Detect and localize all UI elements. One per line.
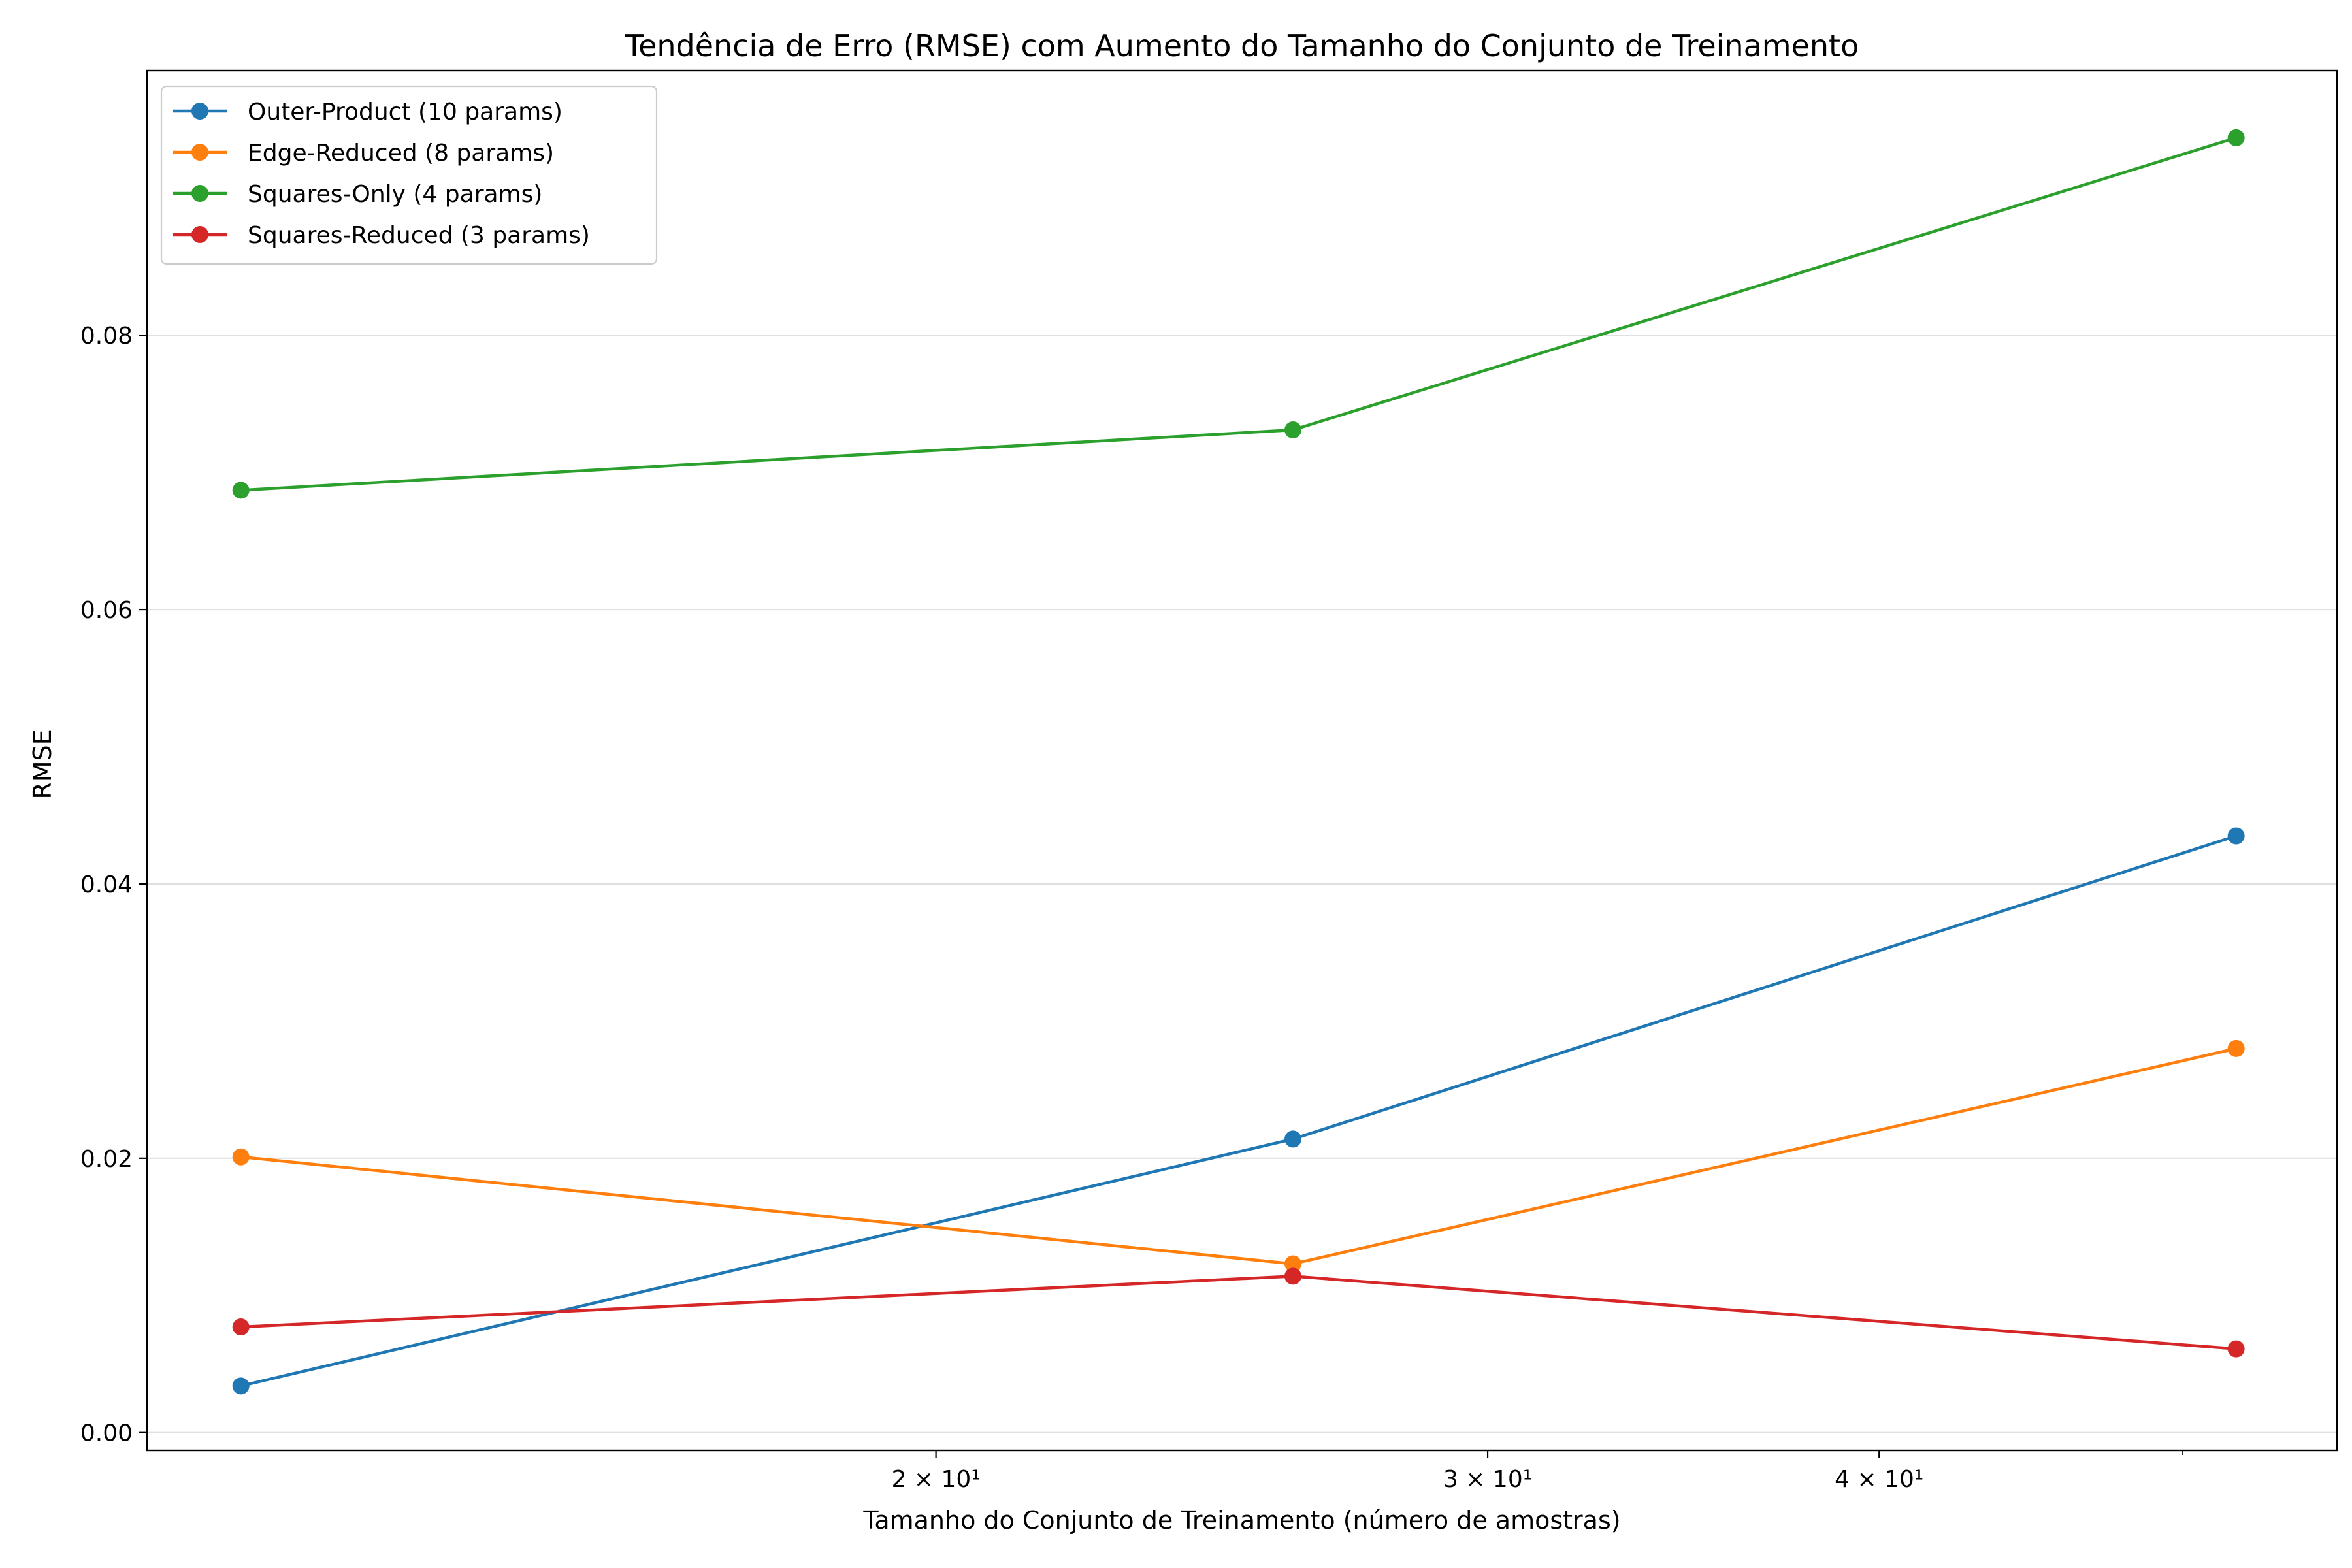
legend-item: Outer-Product (10 params): [173, 99, 563, 125]
data-point: [232, 482, 250, 499]
series-1: [232, 827, 2245, 1395]
legend-label: Edge-Reduced (8 params): [248, 140, 554, 167]
data-point: [2227, 1039, 2245, 1057]
series-layer: [232, 129, 2245, 1395]
legend-item: Squares-Reduced (3 params): [173, 222, 590, 249]
legend: Outer-Product (10 params) Edge-Reduced (8…: [160, 85, 658, 265]
x-tick-label: 2 × 10¹: [891, 1466, 980, 1493]
data-point: [232, 1148, 250, 1166]
legend-marker: [191, 144, 208, 161]
series-2: [232, 1039, 2245, 1273]
data-point: [2227, 1340, 2245, 1358]
series-4: [232, 1267, 2245, 1358]
x-tick-label: 3 × 10¹: [1443, 1466, 1532, 1493]
x-tick-label: 4 × 10¹: [1835, 1466, 1923, 1493]
y-tick-label: 0.00: [80, 1420, 133, 1447]
legend-label: Outer-Product (10 params): [248, 99, 563, 125]
data-point: [2227, 827, 2245, 845]
axes: 0.00 0.02 0.04 0.06 0.08 2 × 10¹ 3 × 10¹ 4 × 10…: [80, 323, 2183, 1493]
legend-box: [160, 85, 658, 265]
data-point: [1284, 1267, 1302, 1285]
plot-frame: [146, 69, 2338, 1452]
series-3: [232, 129, 2245, 499]
y-axis-label: RMSE: [28, 729, 57, 799]
data-point: [1284, 1130, 1302, 1148]
legend-item: Squares-Only (4 params): [173, 181, 542, 208]
data-point: [1284, 1255, 1302, 1273]
y-tick-label: 0.08: [80, 323, 133, 350]
data-point: [232, 1377, 250, 1395]
legend-marker: [191, 185, 208, 202]
legend-marker: [191, 103, 208, 120]
legend-label: Squares-Reduced (3 params): [248, 222, 590, 249]
data-point: [2227, 129, 2245, 146]
legend-marker: [191, 226, 208, 243]
y-tick-label: 0.06: [80, 597, 133, 624]
x-axis-label: Tamanho do Conjunto de Treinamento (núme…: [862, 1506, 1620, 1535]
data-point: [1284, 421, 1302, 439]
chart-title: Tendência de Erro (RMSE) com Aumento do …: [625, 28, 1859, 63]
legend-item: Edge-Reduced (8 params): [173, 140, 554, 167]
data-point: [232, 1318, 250, 1336]
legend-label: Squares-Only (4 params): [248, 181, 542, 208]
grid-lines: [147, 335, 2337, 1433]
y-tick-label: 0.02: [80, 1146, 133, 1173]
y-tick-label: 0.04: [80, 872, 133, 898]
